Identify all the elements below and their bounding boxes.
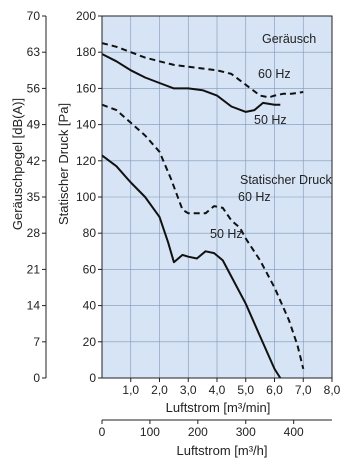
x-secondary-tick-label: 200 (188, 425, 208, 439)
y-axis-title-right: Statischer Druck [Pa] (56, 103, 71, 225)
x-secondary-tick-label: 400 (284, 425, 304, 439)
annotation-noise-group: Geräusch (262, 32, 316, 46)
annotation-pressure-group: Statischer Druck (240, 173, 332, 187)
y-tick-label: 200 (76, 9, 96, 23)
y-tick-label: 0 (89, 371, 96, 385)
x-axis-secondary: 0 100 200 300 400 (99, 419, 332, 439)
y-tick-label: 80 (83, 226, 97, 240)
y-tick-label: 160 (76, 81, 96, 95)
y-left-tick-label: 63 (27, 45, 41, 59)
y-left-tick-label: 42 (27, 154, 41, 168)
annotation-noise-50hz: 50 Hz (254, 113, 287, 127)
x-tick-label: 5,0 (237, 383, 254, 397)
grid-lines (102, 16, 332, 378)
x-tick-label: 6,0 (266, 383, 283, 397)
y-left-tick-label: 21 (27, 262, 41, 276)
y-tick-label: 40 (83, 299, 97, 313)
y-left-tick-label: 7 (33, 335, 40, 349)
x-axis-title-secondary: Luftstrom [m³/h] (176, 443, 267, 458)
x-tick-label: 2,0 (151, 383, 168, 397)
y-axis-title-left: Geräuschpegel [dB(A)] (10, 98, 25, 230)
series-line-pressure-60hz (101, 103, 305, 370)
series-lines (101, 42, 305, 379)
y-tick-label: 60 (83, 262, 97, 276)
annotation-pressure-50hz: 50 Hz (210, 227, 243, 241)
left-axis: 0 7 14 21 28 35 42 49 56 63 70 (27, 9, 47, 385)
x-tick-label: 1,0 (122, 383, 139, 397)
x-tick-label: 4,0 (209, 383, 226, 397)
x-axis: 1,0 2,0 3,0 4,0 5,0 6,0 7,0 8,0 (122, 378, 341, 397)
x-secondary-tick-label: 300 (236, 425, 256, 439)
x-secondary-tick-label: 100 (140, 425, 160, 439)
right-axis: 0 20 40 60 80 100 120 140 160 180 200 (76, 9, 102, 385)
annotation-pressure-60hz: 60 Hz (238, 190, 271, 204)
x-axis-title: Luftstrom [m³/min] (166, 400, 271, 415)
y-left-tick-label: 35 (27, 190, 41, 204)
series-line-noise-50hz (101, 53, 281, 113)
y-tick-label: 140 (76, 118, 96, 132)
y-tick-label: 120 (76, 154, 96, 168)
y-tick-label: 20 (83, 335, 97, 349)
y-left-tick-label: 28 (27, 226, 41, 240)
annotation-noise-60hz: 60 Hz (258, 67, 291, 81)
series-line-noise-60hz (101, 42, 304, 99)
y-left-tick-label: 0 (33, 371, 40, 385)
x-tick-label: 3,0 (180, 383, 197, 397)
x-tick-label: 7,0 (295, 383, 312, 397)
y-tick-label: 100 (76, 190, 96, 204)
series-line-pressure-50hz (101, 154, 282, 379)
y-left-tick-label: 56 (27, 81, 41, 95)
x-tick-label: 8,0 (324, 383, 341, 397)
y-left-tick-label: 14 (27, 299, 41, 313)
y-left-tick-label: 70 (27, 9, 41, 23)
y-left-tick-label: 49 (27, 118, 41, 132)
y-tick-label: 180 (76, 45, 96, 59)
x-secondary-tick-label: 0 (99, 425, 106, 439)
